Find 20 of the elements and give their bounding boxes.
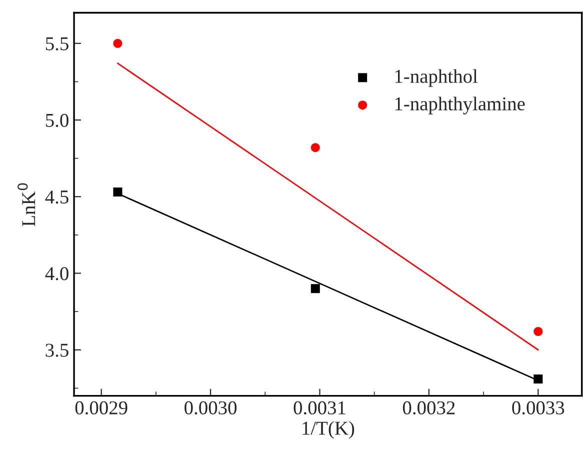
point (113, 38, 122, 48)
x-axis-title: 1/T(K) (302, 421, 354, 439)
x-tick-label: 0.0033 (512, 401, 564, 414)
x-tick-label: 0.0032 (402, 401, 455, 414)
y-tick-label: 5.0 (46, 114, 68, 128)
y-tick-label: 5.5 (46, 37, 68, 50)
y-tick-label: 3.5 (46, 344, 68, 357)
y-tick-label: 4.0 (45, 267, 68, 280)
x-tick-label: 0.0030 (184, 401, 237, 414)
y-tick-label: 4.5 (45, 190, 68, 204)
legend-label: 1-naphthol (395, 69, 478, 87)
point (534, 326, 543, 336)
point (534, 374, 543, 384)
x-tick-label: 0.0031 (294, 401, 346, 414)
point (113, 188, 122, 197)
y-axis-title: LnK$^{0}$ (17, 183, 36, 226)
legend-label: 1-naphthylamine (395, 96, 525, 114)
point (310, 284, 320, 294)
x-tick-label: 0.0029 (75, 401, 128, 414)
point (310, 143, 320, 152)
